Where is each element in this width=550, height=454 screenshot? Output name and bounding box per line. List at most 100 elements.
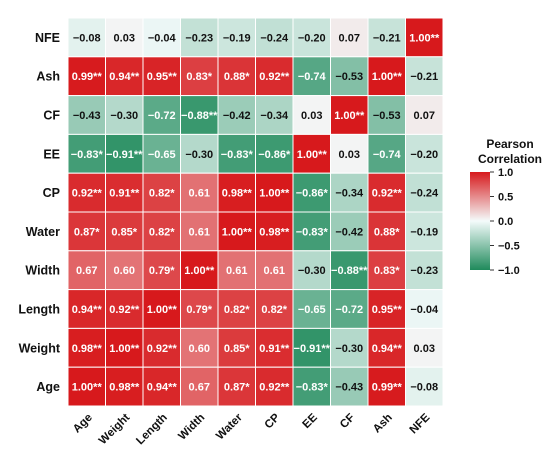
heatmap-cell-water-age	[67, 211, 106, 252]
heatmap-cell-labels: −0.08 0.03 −0.04 −0.23 −0.19 −0.24 −0.20 0.07 −0…	[71, 32, 440, 393]
cell-value-water-weight: 0.85*	[111, 226, 137, 238]
cell-value-weight-ee: −0.91**	[294, 343, 331, 355]
heatmap-cell-weight-width	[180, 327, 219, 368]
legend-ticks: 1.0 0.5 0.0 −0.5 −1.0	[490, 167, 520, 277]
legend-color-bar	[470, 172, 490, 270]
cell-value-width-ee: −0.30	[298, 265, 326, 277]
heatmap-cell-age-weight	[105, 366, 144, 407]
heatmap-cell-age-nfe	[405, 366, 444, 407]
row-labels: NFE Ash CF EE CP Water Width Length Weight Age	[18, 31, 61, 394]
cell-value-width-cp: 0.61	[264, 265, 285, 277]
cell-value-cf-width: −0.88**	[181, 110, 218, 122]
cell-value-age-age: 1.00**	[72, 382, 103, 394]
cell-value-ee-nfe: −0.20	[410, 149, 438, 161]
cell-value-cf-ee: 0.03	[301, 110, 322, 122]
cell-value-nfe-ee: −0.20	[298, 32, 326, 44]
cell-value-ash-cp: 0.92**	[259, 71, 290, 83]
heatmap-cell-age-ee	[292, 366, 331, 407]
heatmap-cell-width-cp	[255, 250, 294, 291]
cell-value-cp-ash: 0.92**	[372, 188, 403, 200]
heatmap-cell-length-length	[142, 289, 181, 329]
cell-value-cp-water: 0.98**	[222, 188, 253, 200]
cell-value-nfe-width: −0.23	[185, 32, 213, 44]
cell-value-cf-cf: 1.00**	[334, 110, 365, 122]
cell-value-age-width: 0.67	[189, 382, 210, 394]
cell-value-nfe-length: −0.04	[148, 32, 177, 44]
heatmap-cell-width-cf	[330, 250, 369, 291]
cell-value-age-length: 0.94**	[147, 382, 178, 394]
cell-value-ash-ee: −0.74	[298, 71, 327, 83]
heatmap-cell-cp-water	[217, 172, 256, 213]
heatmap-cell-ash-weight	[105, 56, 144, 97]
heatmap-cell-cf-weight	[105, 95, 144, 135]
cell-value-length-water: 0.82*	[224, 304, 250, 316]
cell-value-width-cf: −0.88**	[331, 265, 368, 277]
heatmap-cell-weight-water	[217, 327, 256, 368]
cell-value-ash-cf: −0.53	[335, 71, 363, 83]
heatmap-cell-width-nfe	[405, 250, 444, 291]
column-label-ash: Ash	[371, 412, 395, 436]
cell-value-weight-ash: 0.94**	[372, 343, 403, 355]
cell-value-age-cp: 0.92**	[259, 382, 290, 394]
row-label-nfe: NFE	[35, 31, 60, 45]
cell-value-water-water: 1.00**	[222, 226, 253, 238]
cell-value-age-ee: −0.83*	[296, 382, 329, 394]
heatmap-cell-age-ash	[367, 366, 406, 407]
cell-value-cf-weight: −0.30	[110, 110, 138, 122]
legend-title-line-2: Correlation	[478, 152, 542, 166]
heatmap-cell-length-width	[180, 289, 219, 329]
row-label-ee: EE	[43, 147, 60, 161]
heatmap-cell-length-water	[217, 289, 256, 329]
cell-value-cp-cp: 1.00**	[259, 188, 290, 200]
cell-value-weight-weight: 1.00**	[109, 343, 140, 355]
legend-tick-label: −1.0	[498, 265, 520, 277]
cell-value-weight-length: 0.92**	[147, 343, 178, 355]
cell-value-ash-width: 0.83*	[186, 71, 212, 83]
cell-value-water-length: 0.82*	[149, 226, 175, 238]
heatmap-cell-cp-ash	[367, 172, 406, 213]
column-label-width: Width	[176, 412, 207, 443]
cell-value-ee-width: −0.30	[185, 149, 213, 161]
row-label-water: Water	[26, 225, 60, 239]
heatmap-cell-water-ash	[367, 211, 406, 252]
cell-value-ash-weight: 0.94**	[109, 71, 140, 83]
cell-value-cp-nfe: −0.24	[410, 188, 439, 200]
heatmap-cell-cp-cp	[255, 172, 294, 213]
row-label-length: Length	[18, 303, 60, 317]
column-label-weight: Weight	[97, 412, 133, 448]
heatmap-cell-nfe-cf	[330, 17, 369, 58]
heatmap-cell-cp-nfe	[405, 172, 444, 213]
cell-value-age-water: 0.87*	[224, 382, 250, 394]
cell-value-length-cf: −0.72	[335, 304, 363, 316]
cell-value-ash-ash: 1.00**	[372, 71, 403, 83]
cell-value-width-age: 0.67	[76, 265, 97, 277]
cell-value-length-width: 0.79*	[186, 304, 212, 316]
cell-value-weight-cf: −0.30	[335, 343, 363, 355]
cell-value-cf-nfe: 0.07	[414, 110, 435, 122]
row-label-age: Age	[36, 380, 60, 394]
heatmap-cell-length-ash	[367, 289, 406, 329]
heatmap-cell-weight-length	[142, 327, 181, 368]
heatmap-cell-weight-cf	[330, 327, 369, 368]
heatmap-cell-cf-ash	[367, 95, 406, 135]
heatmap-cells	[67, 17, 444, 407]
heatmap-cell-width-ash	[367, 250, 406, 291]
cell-value-cp-length: 0.82*	[149, 188, 175, 200]
cell-value-weight-age: 0.98**	[72, 343, 103, 355]
cell-value-nfe-ash: −0.21	[373, 32, 401, 44]
heatmap-cell-ash-width	[180, 56, 219, 97]
cell-value-length-nfe: −0.04	[410, 304, 439, 316]
cell-value-width-ash: 0.83*	[374, 265, 400, 277]
heatmap-cell-width-width	[180, 250, 219, 291]
cell-value-age-ash: 0.99**	[372, 382, 403, 394]
cell-value-ee-length: −0.65	[148, 149, 176, 161]
heatmap-cell-weight-weight	[105, 327, 144, 368]
cell-value-length-length: 1.00**	[147, 304, 178, 316]
column-label-cf: CF	[338, 412, 357, 431]
cell-value-cp-width: 0.61	[189, 188, 210, 200]
heatmap-cell-weight-nfe	[405, 327, 444, 368]
cell-value-cf-length: −0.72	[148, 110, 176, 122]
heatmap-cell-cp-ee	[292, 172, 331, 213]
column-label-ee: EE	[301, 411, 321, 431]
